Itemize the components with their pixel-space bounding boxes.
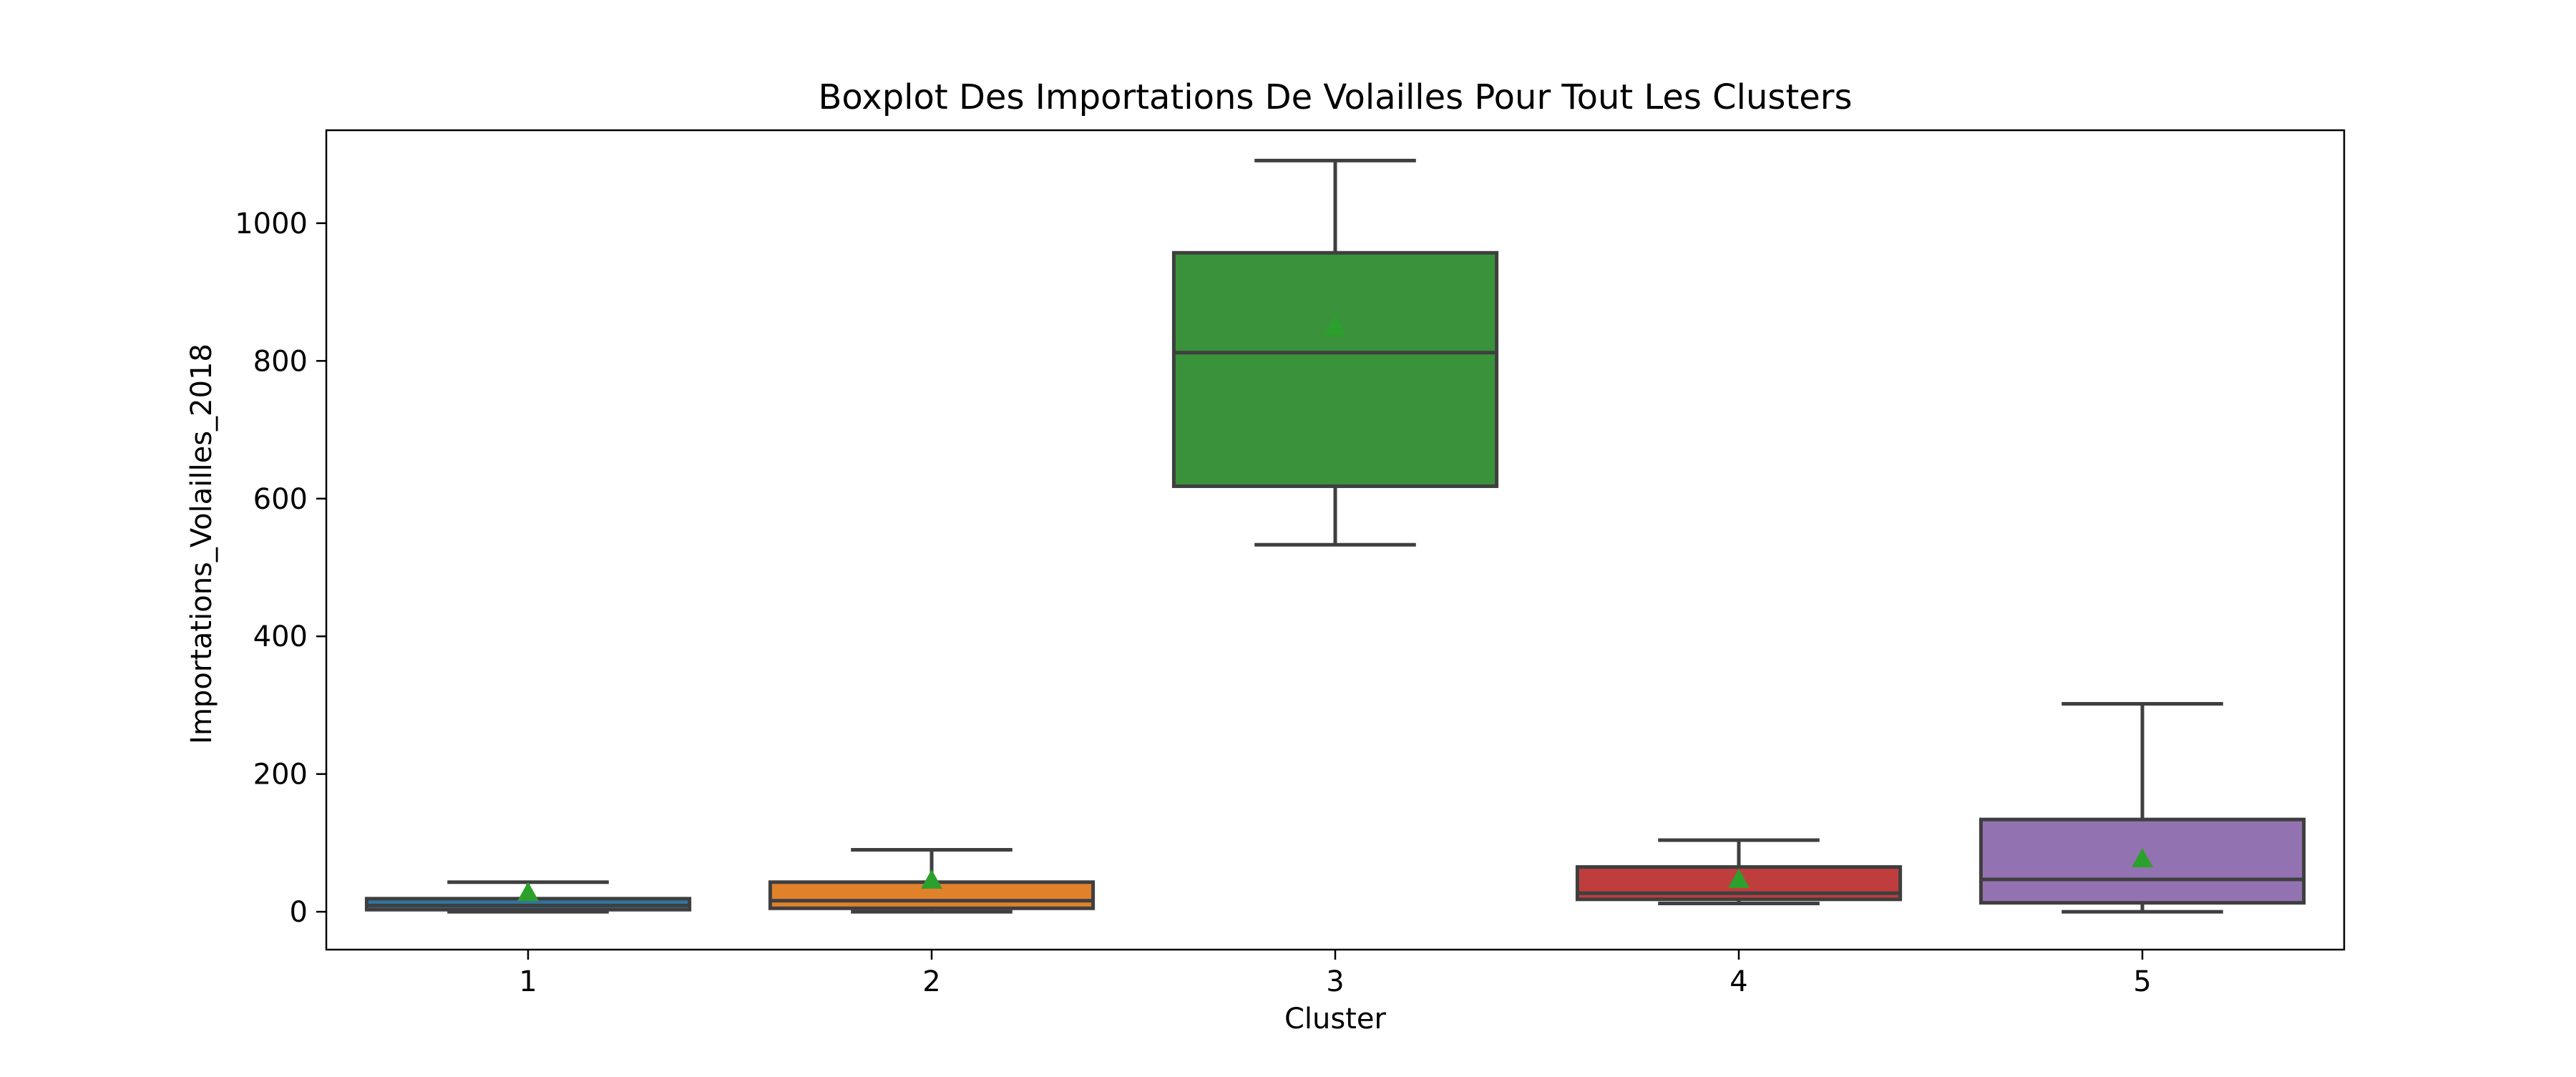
y-tick-label: 600	[253, 483, 308, 516]
y-axis-label: Importations_Volailles_2018	[185, 343, 218, 744]
x-tick-label: 4	[1729, 965, 1747, 998]
y-tick-label: 400	[253, 620, 308, 653]
mean-marker	[921, 869, 942, 889]
x-tick-label: 3	[1326, 965, 1344, 998]
x-axis-label: Cluster	[1284, 1003, 1387, 1035]
y-tick-label: 200	[253, 759, 308, 791]
plot-area: 0 200 400 600 800 1000 1 2 3 4 5	[235, 129, 2346, 998]
y-tick-label: 1000	[235, 208, 308, 240]
x-tick-label: 2	[922, 965, 940, 998]
mean-marker	[1728, 868, 1750, 888]
x-tick-label: 5	[2133, 965, 2151, 998]
mean-marker	[1324, 316, 1346, 336]
chart-title: Boxplot Des Importations De Volailles Po…	[818, 77, 1852, 117]
box-cluster-3	[1171, 250, 1499, 488]
y-tick-label: 0	[290, 896, 308, 929]
mean-marker	[517, 882, 539, 902]
mean-marker	[2132, 847, 2153, 867]
y-tick-label: 800	[253, 345, 308, 378]
x-tick-label: 1	[519, 965, 537, 998]
